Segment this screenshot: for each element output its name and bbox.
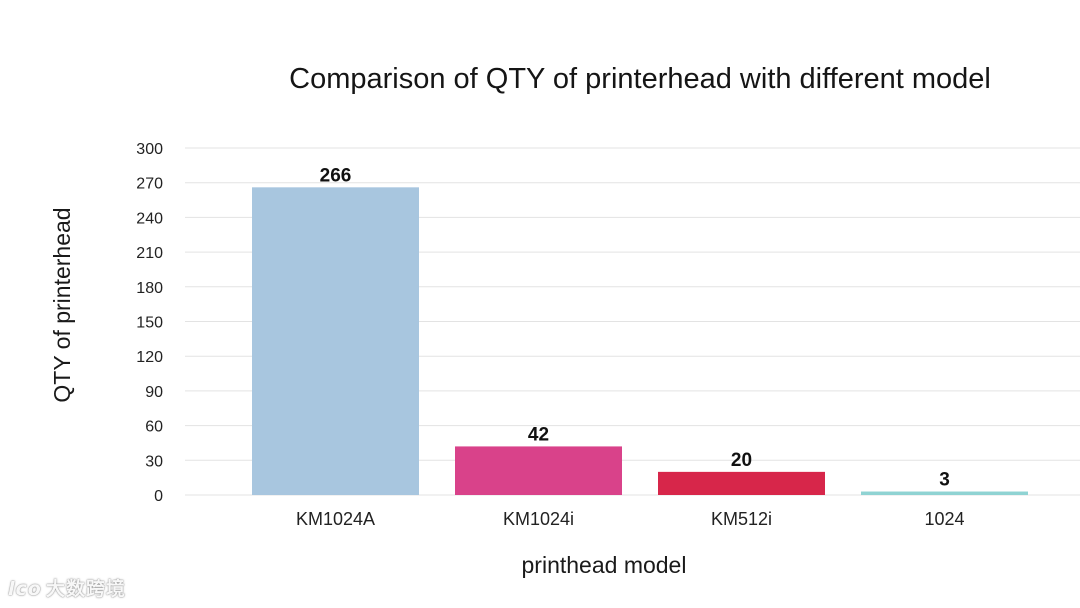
y-tick-label: 300 [136, 141, 163, 158]
watermark-text: 大数跨境 [45, 578, 126, 600]
data-labels: 266 42 20 3 [320, 165, 950, 490]
data-label-km512i: 20 [731, 450, 752, 471]
y-tick-label: 210 [136, 245, 163, 262]
x-tick-label-1024: 1024 [924, 509, 964, 529]
y-tick-label: 240 [136, 210, 163, 227]
x-tick-label-km1024a: KM1024A [296, 509, 375, 529]
y-tick-label: 150 [136, 315, 163, 332]
y-tick-label: 30 [145, 453, 163, 470]
bar-km512i [658, 471, 825, 495]
watermark: lco 大数跨境 [8, 574, 126, 601]
bar-km1024a [252, 187, 419, 495]
y-tick-label: 0 [154, 488, 163, 505]
y-tick-label: 270 [136, 176, 163, 193]
y-tick-label: 90 [145, 384, 163, 401]
data-label-km1024i: 42 [528, 424, 549, 445]
bar-1024 [861, 491, 1028, 495]
data-label-1024: 3 [939, 470, 950, 491]
x-axis-label: printhead model [522, 552, 687, 578]
bar-km1024i [455, 446, 622, 495]
x-tick-label-km512i: KM512i [711, 509, 772, 529]
y-tick-label: 60 [145, 419, 163, 436]
watermark-logo: lco [8, 578, 42, 600]
y-axis-label: QTY of printerhead [49, 207, 75, 402]
y-axis-ticks: 0 30 60 90 120 150 180 210 240 270 300 [136, 141, 163, 505]
data-label-km1024a: 266 [320, 165, 352, 186]
bars [252, 187, 1028, 495]
x-axis-ticks: KM1024A KM1024i KM512i 1024 [296, 509, 965, 529]
y-tick-label: 120 [136, 349, 163, 366]
x-tick-label-km1024i: KM1024i [503, 509, 574, 529]
chart-title: Comparison of QTY of printerhead with di… [289, 63, 991, 95]
y-tick-label: 180 [136, 280, 163, 297]
